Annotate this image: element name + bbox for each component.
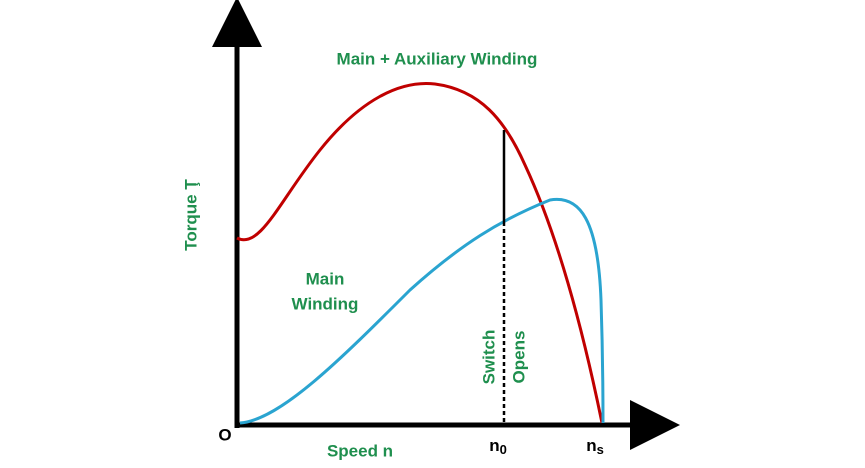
main-label: Main [306,269,345,288]
x-axis-label: Speed n [327,441,393,460]
main-curve [239,197,605,425]
origin-label: O [218,425,231,444]
main-aux-curve [236,82,604,424]
ns-label: ns [586,436,604,457]
opens-label: Opens [509,331,528,384]
n0-label: n0 [489,436,507,457]
winding-label: Winding [292,294,359,313]
y-axis-label: Torque Ţ [181,179,200,251]
title: Main + Auxiliary Winding [337,49,538,68]
switch-label: Switch [479,330,498,385]
